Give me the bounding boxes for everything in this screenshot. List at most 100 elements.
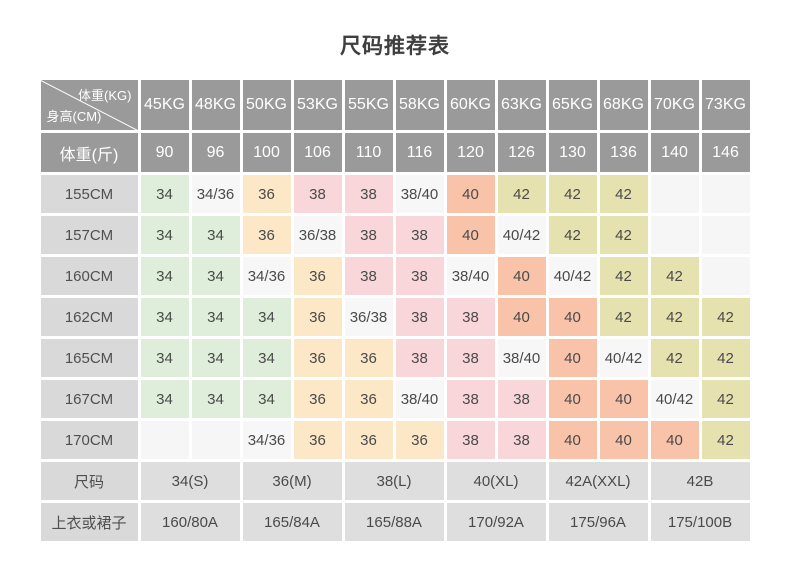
size-value-cell: 34/36 (191, 175, 240, 213)
weight-jin-value: 126 (497, 133, 546, 172)
size-value-cell: 42 (650, 339, 699, 377)
weight-kg-header: 53KG (293, 80, 342, 130)
size-value-cell: 36 (293, 421, 342, 459)
size-value-cell: 36/38 (293, 216, 342, 254)
weight-jin-value: 96 (191, 133, 240, 172)
size-value-cell: 42 (548, 216, 597, 254)
weight-kg-header: 48KG (191, 80, 240, 130)
size-value-cell: 42 (599, 298, 648, 336)
table-row: 体重(KG) 身高(CM) 45KG 48KG 50KG 53KG 55KG 58KG 60KG… (40, 80, 750, 130)
size-group-cell: 40(XL) (446, 462, 546, 500)
size-group-cell: 42A(XXL) (548, 462, 648, 500)
table-row: 160CM 34 34 34/36 36 38 38 38/40 40 40/42 42 42 (40, 257, 750, 295)
size-value-cell: 40/42 (599, 339, 648, 377)
height-row-label: 167CM (40, 380, 138, 418)
size-value-cell: 36 (242, 175, 291, 213)
size-value-cell: 42 (599, 175, 648, 213)
size-value-cell: 40 (650, 421, 699, 459)
size-value-cell: 34 (140, 257, 189, 295)
size-value-cell: 38 (395, 216, 444, 254)
size-value-cell (701, 216, 750, 254)
size-value-cell: 40 (599, 421, 648, 459)
size-value-cell: 36 (242, 216, 291, 254)
size-value-cell: 34 (242, 339, 291, 377)
page-title: 尺码推荐表 (340, 35, 450, 58)
garment-spec-cell: 175/96A (548, 503, 648, 541)
size-value-cell: 38 (344, 257, 393, 295)
size-value-cell: 38 (446, 380, 495, 418)
height-row-label: 170CM (40, 421, 138, 459)
size-group-cell: 34(S) (140, 462, 240, 500)
size-value-cell: 38/40 (395, 380, 444, 418)
size-value-cell: 38 (497, 421, 546, 459)
weight-jin-value: 100 (242, 133, 291, 172)
size-value-cell: 42 (701, 339, 750, 377)
size-value-cell: 34 (191, 257, 240, 295)
size-value-cell: 34 (191, 339, 240, 377)
size-value-cell: 42 (650, 257, 699, 295)
weight-kg-header: 50KG (242, 80, 291, 130)
weight-kg-header: 63KG (497, 80, 546, 130)
size-group-cell: 38(L) (344, 462, 444, 500)
table-row: 体重(斤) 90 96 100 106 110 116 120 126 130 136 140 146 (40, 133, 750, 172)
size-row-label: 尺码 (40, 462, 138, 500)
size-value-cell: 34 (242, 380, 291, 418)
size-value-cell: 36 (395, 421, 444, 459)
garment-spec-cell: 175/100B (650, 503, 750, 541)
weight-jin-value: 146 (701, 133, 750, 172)
size-value-cell: 42 (701, 421, 750, 459)
size-value-cell: 34 (191, 298, 240, 336)
size-value-cell (701, 175, 750, 213)
size-value-cell: 38 (446, 339, 495, 377)
size-value-cell: 36 (293, 257, 342, 295)
size-value-cell: 40 (548, 298, 597, 336)
size-value-cell: 40 (446, 216, 495, 254)
size-value-cell: 42 (599, 216, 648, 254)
table-row: 170CM 34/36 36 36 36 38 38 40 40 40 42 (40, 421, 750, 459)
table-row: 尺码 34(S) 36(M) 38(L) 40(XL) 42A(XXL) 42B (40, 462, 750, 500)
size-value-cell: 40 (548, 339, 597, 377)
height-row-label: 160CM (40, 257, 138, 295)
size-value-cell: 40 (548, 380, 597, 418)
size-value-cell: 38/40 (497, 339, 546, 377)
size-value-cell: 38 (446, 298, 495, 336)
size-value-cell (140, 421, 189, 459)
height-row-label: 155CM (40, 175, 138, 213)
height-row-label: 157CM (40, 216, 138, 254)
size-value-cell: 42 (497, 175, 546, 213)
size-value-cell: 38 (344, 216, 393, 254)
size-value-cell (650, 175, 699, 213)
corner-weight-label: 体重(KG) (78, 88, 132, 103)
table-row: 165CM 34 34 34 36 36 38 38 38/40 40 40/42 42 42 (40, 339, 750, 377)
weight-kg-header: 65KG (548, 80, 597, 130)
size-value-cell: 34 (140, 216, 189, 254)
size-value-cell: 34 (191, 380, 240, 418)
size-value-cell: 42 (548, 175, 597, 213)
garment-row-label: 上衣或裙子 (40, 503, 138, 541)
size-value-cell (650, 216, 699, 254)
weight-jin-value: 116 (395, 133, 444, 172)
size-value-cell: 38 (497, 380, 546, 418)
weight-jin-value: 136 (599, 133, 648, 172)
size-value-cell: 42 (599, 257, 648, 295)
size-value-cell: 42 (701, 380, 750, 418)
size-value-cell: 34 (140, 380, 189, 418)
size-value-cell: 38 (344, 175, 393, 213)
weight-kg-header: 70KG (650, 80, 699, 130)
size-value-cell: 40 (497, 298, 546, 336)
size-value-cell: 36 (344, 380, 393, 418)
corner-header-cell: 体重(KG) 身高(CM) (40, 80, 138, 130)
size-value-cell (701, 257, 750, 295)
table-row: 157CM 34 34 36 36/38 38 38 40 40/42 42 42 (40, 216, 750, 254)
weight-jin-label: 体重(斤) (40, 133, 138, 172)
weight-kg-header: 68KG (599, 80, 648, 130)
size-value-cell: 38/40 (446, 257, 495, 295)
size-value-cell: 38 (395, 257, 444, 295)
size-value-cell: 36/38 (344, 298, 393, 336)
weight-kg-header: 60KG (446, 80, 495, 130)
size-value-cell: 34 (242, 298, 291, 336)
size-value-cell: 40/42 (650, 380, 699, 418)
size-value-cell: 36 (293, 298, 342, 336)
size-value-cell: 40/42 (548, 257, 597, 295)
weight-jin-value: 90 (140, 133, 189, 172)
